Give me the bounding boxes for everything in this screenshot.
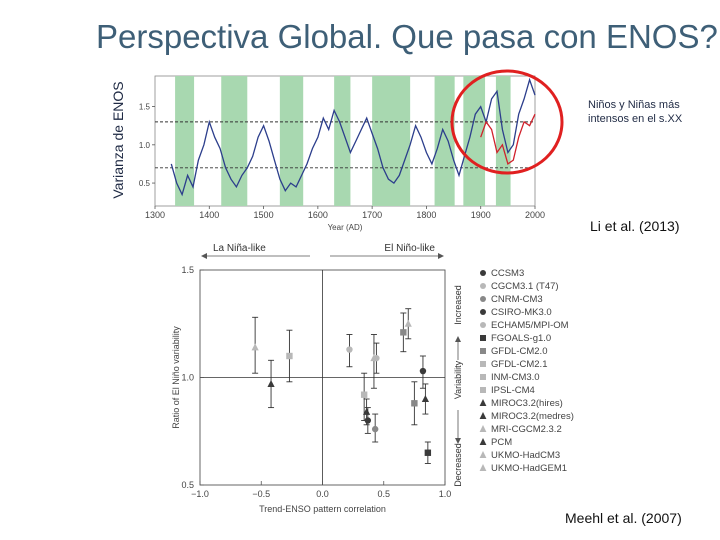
variability-label: Variability: [453, 360, 463, 399]
data-point-triangle: [363, 407, 371, 415]
data-point-circle: [373, 354, 380, 362]
y-tick-label: 0.5: [139, 179, 151, 188]
el-nino-arrow-head: [438, 253, 444, 259]
red-circle: [450, 69, 564, 175]
legend-label: UKMO-HadGEM1: [491, 463, 567, 474]
legend-marker: [479, 425, 487, 432]
legend-marker: [479, 438, 487, 445]
data-point-square: [411, 400, 418, 407]
data-point-triangle: [251, 343, 259, 351]
la-nina-label: La Niña-like: [213, 243, 266, 254]
data-point-square: [286, 352, 293, 360]
x-tick-label: 1400: [199, 210, 219, 220]
y-axis-label: Ratio of El Niño variability: [171, 326, 181, 429]
y-tick-label: 1.5: [181, 265, 194, 275]
enso-variance-chart: 0.5 1.0 1.5 1300 1400 1500 1600 1700 1800 1900 200…: [139, 75, 545, 232]
increased-label: Increased: [453, 285, 463, 325]
data-point-triangle: [267, 379, 275, 387]
slide-title: Perspectiva Global. Que pasa con ENOS?: [96, 18, 718, 55]
x-tick-label: 1600: [308, 210, 328, 220]
legend-marker: [480, 387, 486, 393]
data-point-square: [424, 449, 432, 456]
legend-label: MRI-CGCM2.3.2: [491, 424, 562, 435]
legend-label: UKMO-HadCM3: [491, 450, 560, 461]
green-band: [221, 76, 248, 206]
legend-marker: [480, 322, 486, 328]
decrease-arrow-head: [455, 438, 461, 444]
data-point-circle: [364, 417, 372, 424]
data-point-circle: [346, 346, 353, 353]
annotation-text: Niños y Niñas más intensos en el s.XX: [588, 99, 683, 125]
legend-label: CGCM3.1 (T47): [491, 281, 559, 292]
x-tick-label: 0.0: [316, 489, 329, 499]
green-band: [372, 76, 411, 206]
legend-label: PCM: [491, 437, 512, 448]
x-tick-label: 1300: [145, 210, 165, 220]
legend-marker: [479, 399, 487, 406]
legend-marker: [480, 283, 486, 289]
x-tick-label: −1.0: [191, 489, 209, 499]
legend-label: CSIRO-MK3.0: [491, 307, 552, 318]
x-axis-label: Trend-ENSO pattern correlation: [259, 504, 386, 514]
legend-label: GFDL-CM2.0: [491, 346, 547, 357]
red-series-line: [480, 113, 536, 165]
green-band: [434, 76, 455, 206]
green-band: [334, 76, 351, 206]
green-band: [279, 76, 304, 206]
legend-marker: [480, 348, 486, 354]
x-tick-label: −0.5: [252, 489, 270, 499]
y-tick-label: 0.5: [181, 480, 194, 490]
x-axis-label: Year (AD): [328, 223, 363, 232]
legend-marker: [480, 335, 486, 341]
legend-label: CNRM-CM3: [491, 294, 543, 305]
legend-marker: [480, 296, 486, 302]
data-point-square: [400, 329, 407, 336]
x-tick-label: 0.5: [377, 489, 390, 499]
data-point-circle: [419, 367, 427, 375]
y-tick-label: 1.0: [181, 373, 194, 383]
data-point-triangle: [421, 395, 429, 402]
legend-marker: [480, 309, 486, 315]
data-point-circle: [371, 425, 379, 433]
data-point-square: [360, 391, 368, 398]
highlight-circle: [450, 69, 564, 175]
y-tick-label: 1.5: [139, 103, 151, 112]
x-tick-label: 1900: [471, 210, 491, 220]
legend-marker: [479, 412, 487, 419]
el-nino-label: El Niño-like: [384, 243, 435, 254]
legend-marker: [480, 374, 486, 380]
legend-marker: [480, 270, 486, 276]
green-band: [175, 76, 195, 206]
legend-label: GFDL-CM2.1: [491, 359, 547, 370]
x-tick-label: 2000: [525, 210, 545, 220]
increase-arrow-head: [455, 336, 461, 342]
legend-label: ECHAM5/MPI-OM: [491, 320, 569, 331]
citation-meehl: Meehl et al. (2007): [565, 510, 682, 526]
legend-label: CCSM3: [491, 268, 524, 279]
legend-marker: [480, 361, 486, 367]
la-nina-arrow-head: [201, 253, 207, 259]
legend-label: FGOALS-g1.0: [491, 333, 551, 344]
citation-li: Li et al. (2013): [590, 218, 680, 234]
legend-marker: [479, 451, 487, 458]
decreased-label: Decreased: [453, 443, 463, 487]
x-tick-label: 1800: [416, 210, 436, 220]
legend-label: IPSL-CM4: [491, 385, 535, 396]
legend-label: INM-CM3.0: [491, 372, 540, 383]
x-tick-label: 1700: [362, 210, 382, 220]
legend-label: MIROC3.2(medres): [491, 411, 574, 422]
blue-series-line: [170, 77, 536, 197]
enso-variance-label: Varianza de ENOS: [110, 81, 126, 199]
x-tick-label: 1500: [254, 210, 274, 220]
enso-model-scatter: La Niña-like El Niño-like −1.0 −0.5 0.0 0.5 1.…: [171, 243, 574, 514]
y-tick-label: 1.0: [139, 141, 151, 150]
data-point-triangle: [404, 319, 412, 327]
legend-label: MIROC3.2(hires): [491, 398, 563, 409]
legend-marker: [479, 464, 487, 471]
x-tick-label: 1.0: [439, 489, 452, 499]
